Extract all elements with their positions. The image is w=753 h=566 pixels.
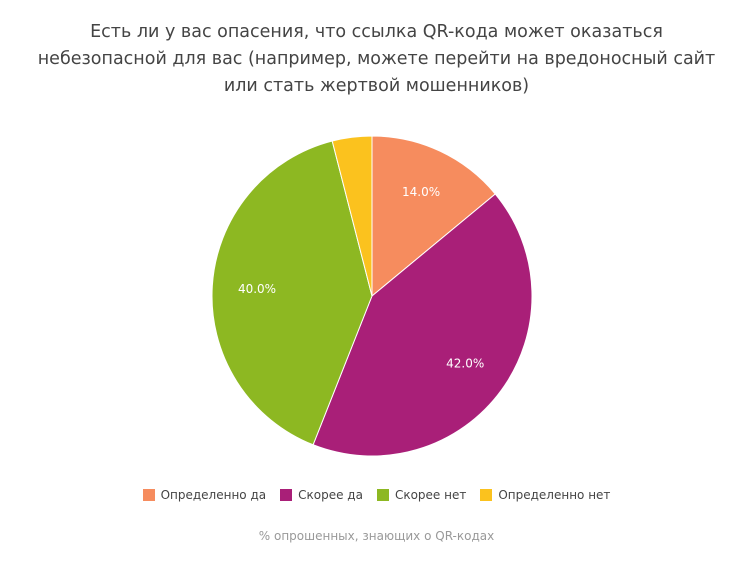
pie-chart: 14.0% 42.0% 40.0% bbox=[211, 135, 533, 457]
legend-swatch bbox=[480, 489, 493, 501]
slice-rather-no[interactable] bbox=[211, 140, 373, 446]
chart-caption: % опрошенных, знающих о QR-кодах bbox=[258, 529, 495, 543]
legend-swatch bbox=[280, 489, 293, 501]
chart-title-line-1: Есть ли у вас опасения, что ссылка QR-ко… bbox=[90, 22, 663, 42]
slice-definitely-no[interactable] bbox=[331, 135, 373, 297]
chart-title-line-2: небезопасной для вас (например, можете п… bbox=[37, 49, 716, 69]
legend-item-rather-no[interactable]: Скорее нет bbox=[376, 488, 467, 502]
chart-title: Есть ли у вас опасения, что ссылка QR-ко… bbox=[0, 19, 753, 100]
legend-label: Определенно да bbox=[160, 488, 267, 502]
chart-title-line-3: или стать жертвой мошенников) bbox=[223, 76, 530, 96]
legend: Определенно да Скорее да Скорее нет Опре… bbox=[0, 488, 753, 502]
slice-data-label: 14.0% bbox=[402, 185, 440, 199]
legend-item-rather-yes[interactable]: Скорее да bbox=[280, 488, 363, 502]
slice-data-label: 40.0% bbox=[238, 282, 276, 296]
legend-swatch bbox=[376, 489, 389, 501]
legend-label: Скорее нет bbox=[394, 488, 467, 502]
slice-data-label: 42.0% bbox=[446, 357, 484, 371]
legend-item-definitely-no[interactable]: Определенно нет bbox=[480, 488, 610, 502]
slice-rather-yes[interactable] bbox=[312, 193, 533, 457]
legend-swatch bbox=[142, 489, 155, 501]
slice-definitely-yes[interactable] bbox=[371, 135, 496, 298]
legend-label: Скорее да bbox=[298, 488, 363, 502]
legend-label: Определенно нет bbox=[498, 488, 611, 502]
legend-item-definitely-yes[interactable]: Определенно да bbox=[142, 488, 267, 502]
